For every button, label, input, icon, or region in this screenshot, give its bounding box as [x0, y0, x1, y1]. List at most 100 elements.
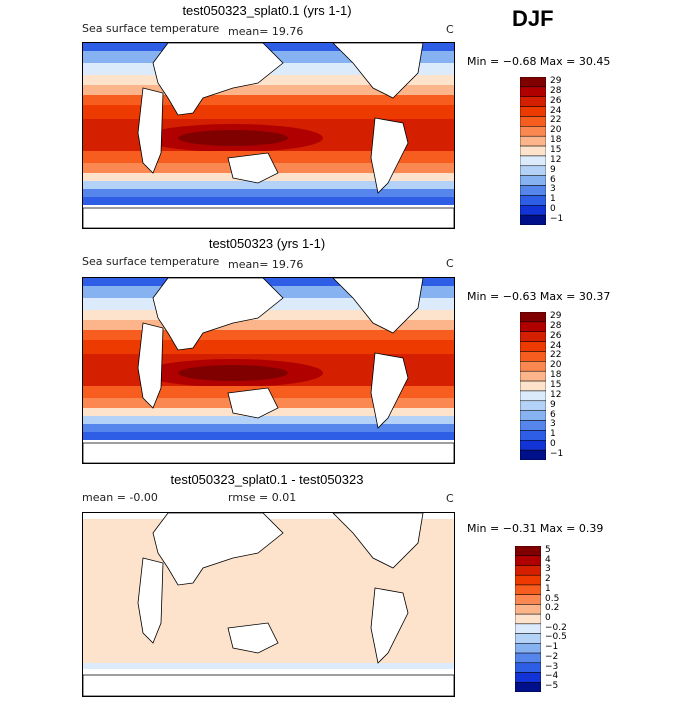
colorbar-swatch — [519, 155, 547, 167]
panel-3-minmax: Min = −0.31 Max = 0.39 — [467, 522, 604, 535]
colorbar-tick-label: 6 — [550, 409, 556, 420]
colorbar-swatch — [519, 205, 547, 216]
panel-3-mean: mean = -0.00 — [82, 491, 158, 504]
panel-1-colorbar-swatches — [519, 76, 547, 226]
season-label: DJF — [512, 6, 554, 31]
colorbar-swatch — [519, 76, 547, 88]
colorbar-tick-label: 22 — [550, 350, 562, 361]
panel-1-minmax: Min = −0.68 Max = 30.45 — [467, 55, 611, 68]
colorbar-swatch — [519, 361, 547, 372]
colorbar-tick-label: −1 — [550, 449, 564, 460]
colorbar-tick-label: 5 — [545, 544, 551, 555]
colorbar-tick-label: 1 — [545, 583, 551, 594]
colorbar-swatch — [519, 440, 547, 451]
colorbar-swatch — [519, 165, 547, 176]
panel-1-mean: mean= 19.76 — [228, 25, 304, 38]
colorbar-swatch — [514, 574, 542, 586]
colorbar-tick-label: 6 — [550, 174, 556, 185]
panel-2-variable: Sea surface temperature — [82, 255, 220, 268]
panel-2-mean: mean= 19.76 — [228, 258, 304, 271]
colorbar-swatch — [519, 195, 547, 206]
panel-1-units: C — [446, 23, 454, 36]
colorbar-tick-label: 3 — [550, 419, 556, 430]
colorbar-swatch — [519, 116, 547, 127]
colorbar-swatch — [519, 400, 547, 411]
colorbar-swatch — [519, 341, 547, 352]
colorbar-swatch — [514, 613, 542, 625]
colorbar-tick-label: 29 — [550, 75, 562, 86]
colorbar-tick-label: 20 — [550, 360, 562, 371]
colorbar-tick-label: 0 — [550, 204, 556, 215]
colorbar-swatch — [519, 370, 547, 382]
colorbar-tick-label: 9 — [550, 164, 556, 175]
panel-2-title: test050323 (yrs 1-1) — [208, 236, 326, 251]
panel-1-map — [82, 42, 455, 229]
panel-2-map — [82, 277, 455, 464]
colorbar-swatch — [514, 565, 542, 576]
colorbar-swatch — [519, 106, 547, 117]
panel-2-sst-field — [82, 277, 455, 464]
colorbar-swatch — [514, 584, 542, 595]
colorbar-swatch — [519, 86, 547, 97]
colorbar-tick-label: 28 — [550, 85, 562, 96]
colorbar-swatch — [514, 545, 542, 556]
colorbar-tick-label: −5 — [545, 681, 559, 692]
colorbar-swatch — [519, 410, 547, 421]
colorbar-tick-label: 3 — [545, 564, 551, 575]
panel-3-units: C — [446, 492, 454, 505]
colorbar-swatch — [519, 135, 547, 147]
colorbar-tick-label: 18 — [550, 370, 562, 381]
colorbar-swatch — [519, 430, 547, 441]
colorbar-tick-label: 12 — [550, 389, 562, 400]
panel-1-colorbar-labels: 29 28 26 24 22 20 18 15 12 9 6 3 1 0 −1 — [550, 75, 590, 225]
colorbar-swatch — [514, 594, 542, 605]
panel-2-colorbar — [519, 311, 547, 461]
colorbar-tick-label: −3 — [545, 661, 559, 672]
panel-1-variable: Sea surface temperature — [82, 22, 220, 35]
colorbar-swatch — [514, 672, 542, 683]
colorbar-swatch — [514, 682, 542, 693]
colorbar-swatch — [519, 321, 547, 332]
panel-3-title: test050323_splat0.1 - test050323 — [170, 472, 364, 487]
colorbar-swatch — [519, 449, 547, 461]
panel-2-units: C — [446, 257, 454, 270]
colorbar-tick-label: 3 — [550, 184, 556, 195]
colorbar-tick-label: 0 — [550, 439, 556, 450]
panel-3-colorbar-labels: 5 4 3 2 1 0.5 0.2 0 −0.2 −0.5 −1 −2 −3 −4 −5 — [545, 544, 585, 692]
colorbar-swatch — [519, 390, 547, 402]
colorbar-swatch — [519, 145, 547, 157]
colorbar-tick-label: 26 — [550, 330, 562, 341]
colorbar-tick-label: 1 — [550, 429, 556, 440]
colorbar-tick-label: 15 — [550, 145, 562, 155]
colorbar-tick-label: −0.5 — [545, 632, 567, 643]
colorbar-tick-label: −4 — [545, 671, 559, 682]
panel-3-diff-field — [82, 512, 455, 697]
colorbar-tick-label: 9 — [550, 399, 556, 410]
colorbar-swatch — [519, 96, 547, 107]
colorbar-tick-label: 12 — [550, 154, 562, 165]
colorbar-tick-label: −1 — [550, 214, 564, 225]
colorbar-swatch — [519, 351, 547, 362]
colorbar-tick-label: −0.2 — [545, 622, 567, 633]
colorbar-swatch — [514, 652, 542, 664]
colorbar-tick-label: 1 — [550, 194, 556, 205]
colorbar-swatch — [519, 420, 547, 431]
colorbar-tick-label: 0.5 — [545, 593, 560, 604]
panel-3-map — [82, 512, 455, 697]
colorbar-swatch — [519, 185, 547, 196]
colorbar-tick-label: 29 — [550, 310, 562, 321]
panel-3-colorbar-swatches — [514, 545, 542, 693]
colorbar-swatch — [519, 126, 547, 137]
panel-1-title: test050323_splat0.1 (yrs 1-1) — [182, 3, 352, 18]
colorbar-tick-label: 2 — [545, 574, 551, 585]
panel-3-colorbar — [514, 545, 542, 693]
panel-1-colorbar — [519, 76, 547, 226]
colorbar-tick-label: 22 — [550, 115, 562, 126]
colorbar-tick-label: 26 — [550, 95, 562, 106]
colorbar-swatch — [514, 633, 542, 644]
colorbar-tick-label: 0 — [545, 613, 551, 623]
colorbar-swatch — [514, 662, 542, 673]
colorbar-tick-label: 0.2 — [545, 603, 560, 614]
colorbar-tick-label: 28 — [550, 320, 562, 331]
colorbar-swatch — [514, 623, 542, 634]
